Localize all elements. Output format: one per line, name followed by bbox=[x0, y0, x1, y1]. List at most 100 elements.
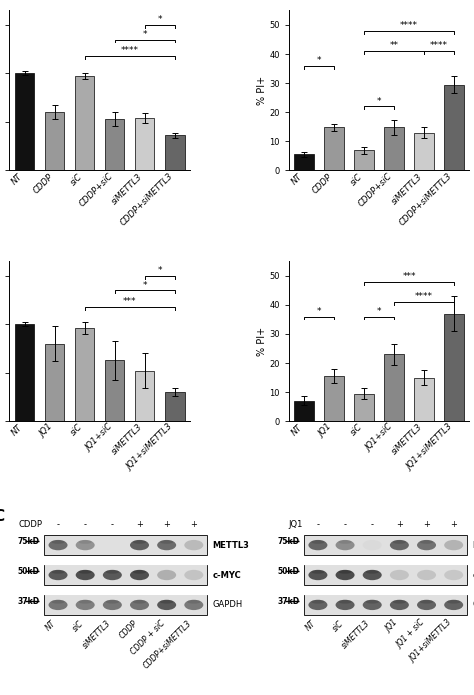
Ellipse shape bbox=[157, 540, 176, 550]
Y-axis label: % PI+: % PI+ bbox=[256, 327, 266, 356]
Text: *: * bbox=[317, 306, 321, 316]
Ellipse shape bbox=[106, 570, 119, 573]
Ellipse shape bbox=[79, 600, 92, 604]
Bar bbox=[45, 535, 208, 555]
Ellipse shape bbox=[444, 570, 463, 580]
Text: siC: siC bbox=[330, 619, 345, 633]
Text: GAPDH: GAPDH bbox=[212, 600, 243, 610]
Ellipse shape bbox=[336, 570, 355, 580]
Text: *: * bbox=[143, 281, 147, 290]
Ellipse shape bbox=[309, 540, 328, 550]
Text: 50kD: 50kD bbox=[277, 566, 300, 575]
Ellipse shape bbox=[133, 540, 146, 543]
Ellipse shape bbox=[79, 540, 92, 543]
Ellipse shape bbox=[420, 600, 433, 604]
Bar bbox=[305, 596, 467, 614]
Ellipse shape bbox=[390, 600, 409, 610]
Ellipse shape bbox=[48, 540, 67, 550]
Text: 50kD: 50kD bbox=[18, 566, 39, 575]
Ellipse shape bbox=[133, 600, 146, 604]
Text: JQ1: JQ1 bbox=[384, 619, 400, 635]
Text: GAPDH: GAPDH bbox=[472, 600, 474, 610]
Bar bbox=[305, 536, 467, 555]
Text: NT: NT bbox=[304, 619, 318, 632]
Text: C: C bbox=[0, 509, 5, 523]
Ellipse shape bbox=[51, 540, 64, 543]
Ellipse shape bbox=[363, 570, 382, 580]
Ellipse shape bbox=[338, 540, 352, 543]
Ellipse shape bbox=[309, 600, 328, 610]
Ellipse shape bbox=[79, 570, 92, 573]
Bar bbox=[384, 127, 404, 170]
Ellipse shape bbox=[157, 570, 176, 580]
Text: ***: *** bbox=[402, 272, 416, 281]
Bar bbox=[75, 76, 94, 170]
Text: c-MYC: c-MYC bbox=[212, 571, 241, 580]
Ellipse shape bbox=[417, 540, 436, 550]
Text: ****: **** bbox=[400, 21, 418, 30]
Ellipse shape bbox=[365, 600, 379, 604]
Ellipse shape bbox=[187, 600, 201, 604]
Ellipse shape bbox=[48, 570, 67, 580]
Ellipse shape bbox=[447, 600, 460, 604]
Text: -: - bbox=[344, 520, 346, 529]
Ellipse shape bbox=[390, 540, 409, 550]
Bar bbox=[135, 371, 155, 421]
Ellipse shape bbox=[48, 600, 67, 610]
Ellipse shape bbox=[106, 600, 119, 604]
Ellipse shape bbox=[76, 540, 95, 550]
Ellipse shape bbox=[160, 540, 173, 543]
Text: CDDP+siMETTL3: CDDP+siMETTL3 bbox=[142, 619, 194, 670]
Ellipse shape bbox=[103, 600, 122, 610]
Text: CDDP + siC: CDDP + siC bbox=[129, 619, 167, 656]
Text: *: * bbox=[377, 306, 382, 316]
Text: +: + bbox=[136, 520, 143, 529]
Bar bbox=[324, 376, 344, 421]
Ellipse shape bbox=[420, 540, 433, 543]
Ellipse shape bbox=[311, 570, 325, 573]
Bar bbox=[445, 313, 464, 421]
Ellipse shape bbox=[130, 540, 149, 550]
Bar bbox=[45, 596, 207, 614]
Ellipse shape bbox=[444, 540, 463, 550]
Text: JQ1: JQ1 bbox=[288, 520, 302, 529]
Bar bbox=[45, 536, 207, 555]
Bar bbox=[355, 393, 374, 421]
Text: ****: **** bbox=[430, 41, 448, 50]
Text: METTL3: METTL3 bbox=[212, 541, 249, 550]
Text: *: * bbox=[157, 15, 162, 24]
Ellipse shape bbox=[390, 570, 409, 580]
Bar bbox=[304, 565, 467, 585]
Bar bbox=[384, 354, 404, 421]
Bar bbox=[15, 74, 34, 170]
Bar bbox=[165, 136, 184, 170]
Text: CDDP: CDDP bbox=[118, 619, 139, 640]
Bar bbox=[105, 360, 124, 421]
Ellipse shape bbox=[103, 540, 122, 550]
Bar bbox=[294, 401, 314, 421]
Text: siMETTL3: siMETTL3 bbox=[340, 619, 372, 651]
Text: siC: siC bbox=[71, 619, 85, 633]
Text: 37kD: 37kD bbox=[277, 596, 300, 605]
Ellipse shape bbox=[311, 600, 325, 604]
Bar bbox=[304, 535, 467, 555]
Bar bbox=[304, 595, 467, 615]
Bar bbox=[15, 325, 34, 421]
Bar bbox=[45, 595, 208, 615]
Text: -: - bbox=[56, 520, 60, 529]
Ellipse shape bbox=[338, 600, 352, 604]
Bar bbox=[45, 566, 207, 584]
Ellipse shape bbox=[363, 540, 382, 550]
Ellipse shape bbox=[184, 570, 203, 580]
Text: -: - bbox=[84, 520, 87, 529]
Bar bbox=[105, 119, 124, 170]
Text: *: * bbox=[377, 97, 382, 106]
Text: ***: *** bbox=[123, 297, 137, 306]
Bar bbox=[445, 85, 464, 170]
Ellipse shape bbox=[157, 600, 176, 610]
Text: +: + bbox=[191, 520, 197, 529]
Text: *: * bbox=[317, 56, 321, 65]
Ellipse shape bbox=[365, 570, 379, 573]
Ellipse shape bbox=[76, 600, 95, 610]
Ellipse shape bbox=[51, 600, 64, 604]
